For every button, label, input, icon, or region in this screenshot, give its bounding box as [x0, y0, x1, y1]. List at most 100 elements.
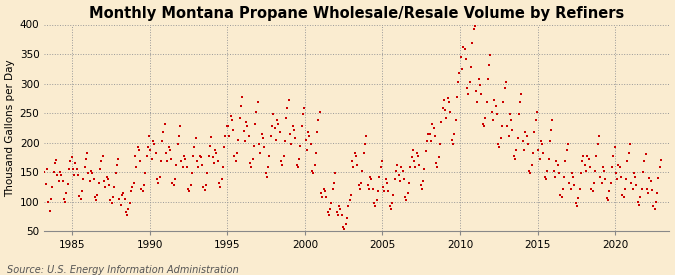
- Point: [278, 153, 289, 158]
- Point: [552, 163, 563, 167]
- Point: [502, 124, 512, 128]
- Point: [100, 185, 111, 189]
- Point: [445, 110, 456, 114]
- Point: [518, 147, 529, 152]
- Point: [455, 55, 466, 59]
- Point: [322, 210, 333, 214]
- Point: [185, 183, 196, 187]
- Point: [329, 181, 340, 185]
- Point: [429, 133, 440, 138]
- Point: [288, 124, 298, 128]
- Point: [394, 173, 404, 177]
- Point: [216, 177, 227, 182]
- Point: [374, 175, 385, 179]
- Point: [158, 130, 169, 134]
- Point: [243, 133, 254, 138]
- Point: [196, 155, 207, 160]
- Point: [546, 127, 557, 132]
- Point: [572, 204, 583, 208]
- Point: [467, 41, 478, 46]
- Point: [140, 171, 151, 175]
- Point: [547, 118, 558, 122]
- Point: [639, 159, 649, 164]
- Point: [483, 77, 493, 81]
- Point: [220, 133, 231, 138]
- Point: [277, 163, 288, 167]
- Point: [385, 207, 396, 211]
- Point: [408, 147, 418, 152]
- Point: [621, 177, 632, 182]
- Point: [411, 151, 422, 155]
- Point: [541, 177, 551, 182]
- Point: [439, 98, 450, 102]
- Point: [490, 104, 501, 108]
- Point: [476, 92, 487, 96]
- Point: [493, 142, 504, 146]
- Point: [223, 124, 234, 128]
- Point: [265, 133, 276, 138]
- Point: [299, 106, 310, 111]
- Point: [595, 175, 605, 179]
- Point: [427, 122, 437, 126]
- Point: [537, 142, 547, 146]
- Point: [344, 198, 355, 203]
- Point: [435, 142, 446, 146]
- Point: [548, 169, 559, 173]
- Point: [423, 131, 434, 136]
- Point: [206, 134, 217, 139]
- Point: [618, 195, 629, 199]
- Point: [212, 159, 223, 164]
- Point: [52, 173, 63, 177]
- Point: [49, 161, 60, 166]
- Point: [190, 136, 201, 140]
- Point: [535, 139, 546, 144]
- Point: [560, 159, 571, 164]
- Point: [381, 181, 392, 185]
- Point: [580, 169, 591, 173]
- Point: [122, 213, 132, 218]
- Point: [237, 94, 248, 99]
- Point: [182, 165, 192, 170]
- Point: [268, 112, 279, 116]
- Point: [654, 165, 665, 170]
- Point: [524, 169, 535, 173]
- Point: [227, 118, 238, 122]
- Point: [298, 112, 308, 116]
- Point: [466, 65, 477, 69]
- Point: [593, 133, 604, 138]
- Point: [56, 173, 67, 177]
- Point: [281, 116, 292, 120]
- Point: [288, 127, 299, 132]
- Point: [271, 138, 281, 142]
- Point: [230, 159, 241, 164]
- Point: [569, 183, 580, 187]
- Point: [335, 207, 346, 211]
- Point: [601, 195, 612, 200]
- Point: [163, 145, 174, 150]
- Point: [464, 80, 475, 85]
- Point: [480, 116, 491, 120]
- Point: [632, 199, 643, 204]
- Point: [325, 207, 335, 211]
- Point: [388, 192, 399, 197]
- Point: [213, 181, 224, 185]
- Point: [90, 198, 101, 203]
- Point: [247, 157, 258, 161]
- Point: [377, 159, 387, 164]
- Point: [285, 131, 296, 136]
- Point: [531, 110, 542, 114]
- Point: [379, 189, 390, 193]
- Point: [339, 227, 350, 232]
- Point: [583, 157, 594, 161]
- Point: [389, 177, 400, 182]
- Point: [512, 136, 523, 140]
- Point: [577, 159, 588, 164]
- Point: [303, 130, 314, 134]
- Point: [448, 142, 458, 146]
- Point: [422, 139, 433, 144]
- Point: [211, 151, 222, 155]
- Point: [616, 175, 626, 179]
- Point: [167, 181, 178, 185]
- Point: [123, 207, 134, 211]
- Point: [88, 177, 99, 182]
